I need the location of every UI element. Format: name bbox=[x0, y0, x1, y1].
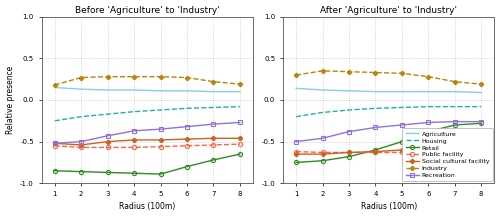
Title: Before 'Agriculture' to 'Industry': Before 'Agriculture' to 'Industry' bbox=[75, 6, 220, 15]
Title: After 'Agriculture' to 'Industry': After 'Agriculture' to 'Industry' bbox=[320, 6, 457, 15]
Legend: Agriculture, Housing, Retail, Public facility, Social cultural facility, Industr: Agriculture, Housing, Retail, Public fac… bbox=[402, 128, 492, 181]
X-axis label: Radius (100m): Radius (100m) bbox=[360, 202, 417, 211]
X-axis label: Radius (100m): Radius (100m) bbox=[119, 202, 176, 211]
Y-axis label: Relative presence: Relative presence bbox=[6, 66, 15, 134]
